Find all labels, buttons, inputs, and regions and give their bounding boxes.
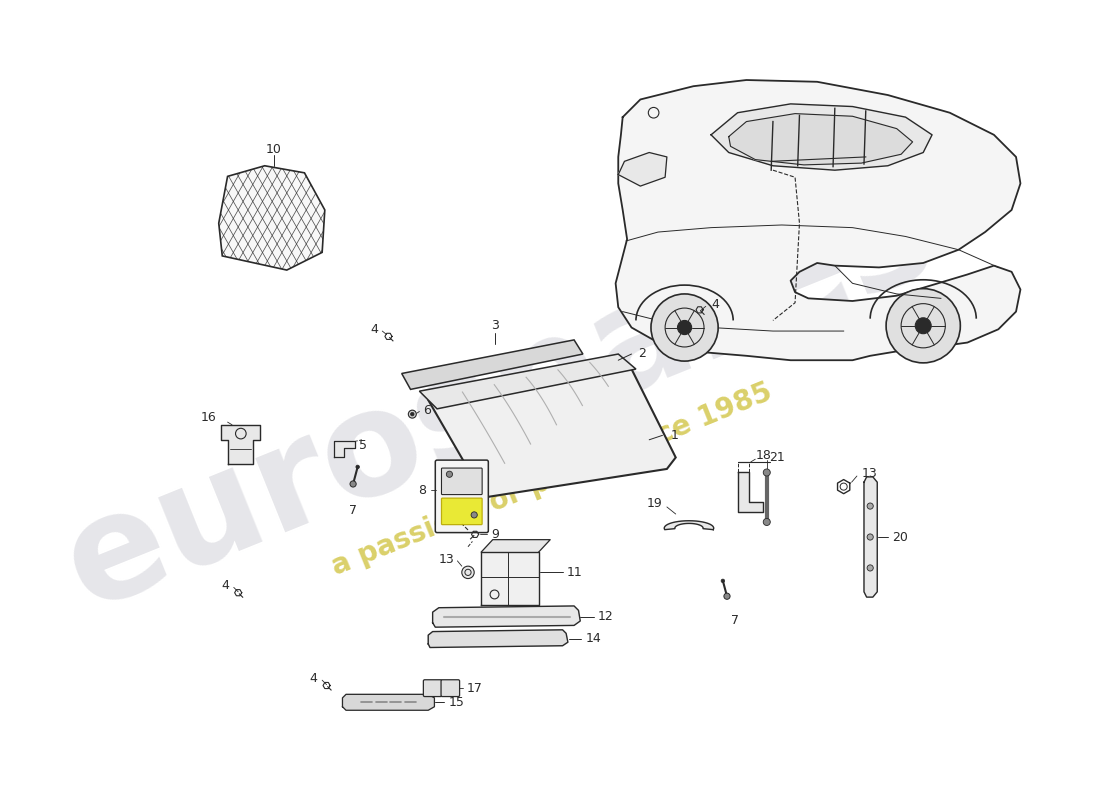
Circle shape	[867, 503, 873, 509]
Circle shape	[408, 410, 416, 418]
Circle shape	[763, 469, 770, 476]
Polygon shape	[221, 425, 261, 464]
Circle shape	[356, 465, 360, 469]
Text: 4: 4	[310, 672, 318, 685]
FancyBboxPatch shape	[424, 680, 442, 697]
Text: 13: 13	[861, 467, 877, 480]
Text: 21: 21	[769, 451, 785, 464]
Circle shape	[867, 565, 873, 571]
Polygon shape	[432, 606, 581, 627]
Text: 3: 3	[491, 319, 498, 332]
Circle shape	[471, 512, 477, 518]
Polygon shape	[482, 540, 550, 552]
Circle shape	[410, 412, 414, 416]
Polygon shape	[618, 153, 667, 186]
FancyBboxPatch shape	[441, 498, 482, 525]
Text: a passion for parts since 1985: a passion for parts since 1985	[328, 378, 777, 581]
FancyBboxPatch shape	[436, 460, 488, 533]
Polygon shape	[864, 477, 878, 597]
Text: 20: 20	[892, 530, 909, 543]
Polygon shape	[219, 166, 324, 270]
Text: eurospares: eurospares	[45, 162, 953, 638]
Polygon shape	[333, 441, 355, 457]
Circle shape	[887, 289, 960, 363]
Polygon shape	[711, 104, 932, 170]
Polygon shape	[738, 471, 763, 512]
Circle shape	[678, 321, 692, 334]
FancyBboxPatch shape	[441, 468, 482, 494]
Text: 12: 12	[598, 610, 614, 623]
Polygon shape	[428, 630, 568, 647]
Polygon shape	[428, 356, 675, 498]
Circle shape	[724, 593, 730, 599]
Polygon shape	[729, 114, 913, 165]
Text: 17: 17	[466, 682, 482, 694]
Text: 15: 15	[449, 696, 464, 709]
Text: 8: 8	[418, 484, 427, 497]
Polygon shape	[402, 340, 583, 390]
Text: 4: 4	[370, 322, 377, 336]
Text: 7: 7	[730, 614, 738, 627]
Text: 10: 10	[265, 143, 282, 156]
Text: 1: 1	[670, 429, 679, 442]
Circle shape	[722, 579, 725, 582]
Polygon shape	[664, 521, 714, 530]
Text: 11: 11	[566, 566, 583, 579]
Text: 6: 6	[422, 404, 431, 417]
Circle shape	[447, 471, 452, 478]
Polygon shape	[342, 694, 435, 710]
Polygon shape	[419, 354, 636, 409]
FancyBboxPatch shape	[441, 680, 460, 697]
Text: 16: 16	[200, 411, 216, 424]
Text: 4: 4	[221, 579, 229, 592]
Polygon shape	[616, 80, 1021, 360]
Text: 7: 7	[349, 504, 358, 517]
Circle shape	[651, 294, 718, 361]
Circle shape	[867, 534, 873, 540]
Circle shape	[915, 318, 932, 334]
Text: 9: 9	[491, 528, 499, 541]
Text: 13: 13	[439, 553, 454, 566]
Text: 14: 14	[585, 632, 602, 645]
Text: 18: 18	[756, 449, 771, 462]
Text: 4: 4	[711, 298, 719, 311]
Circle shape	[462, 566, 474, 578]
Polygon shape	[482, 552, 539, 605]
Text: 5: 5	[360, 438, 367, 451]
Circle shape	[350, 481, 356, 487]
Circle shape	[763, 518, 770, 526]
Text: 19: 19	[647, 497, 662, 510]
Text: 2: 2	[639, 346, 647, 360]
